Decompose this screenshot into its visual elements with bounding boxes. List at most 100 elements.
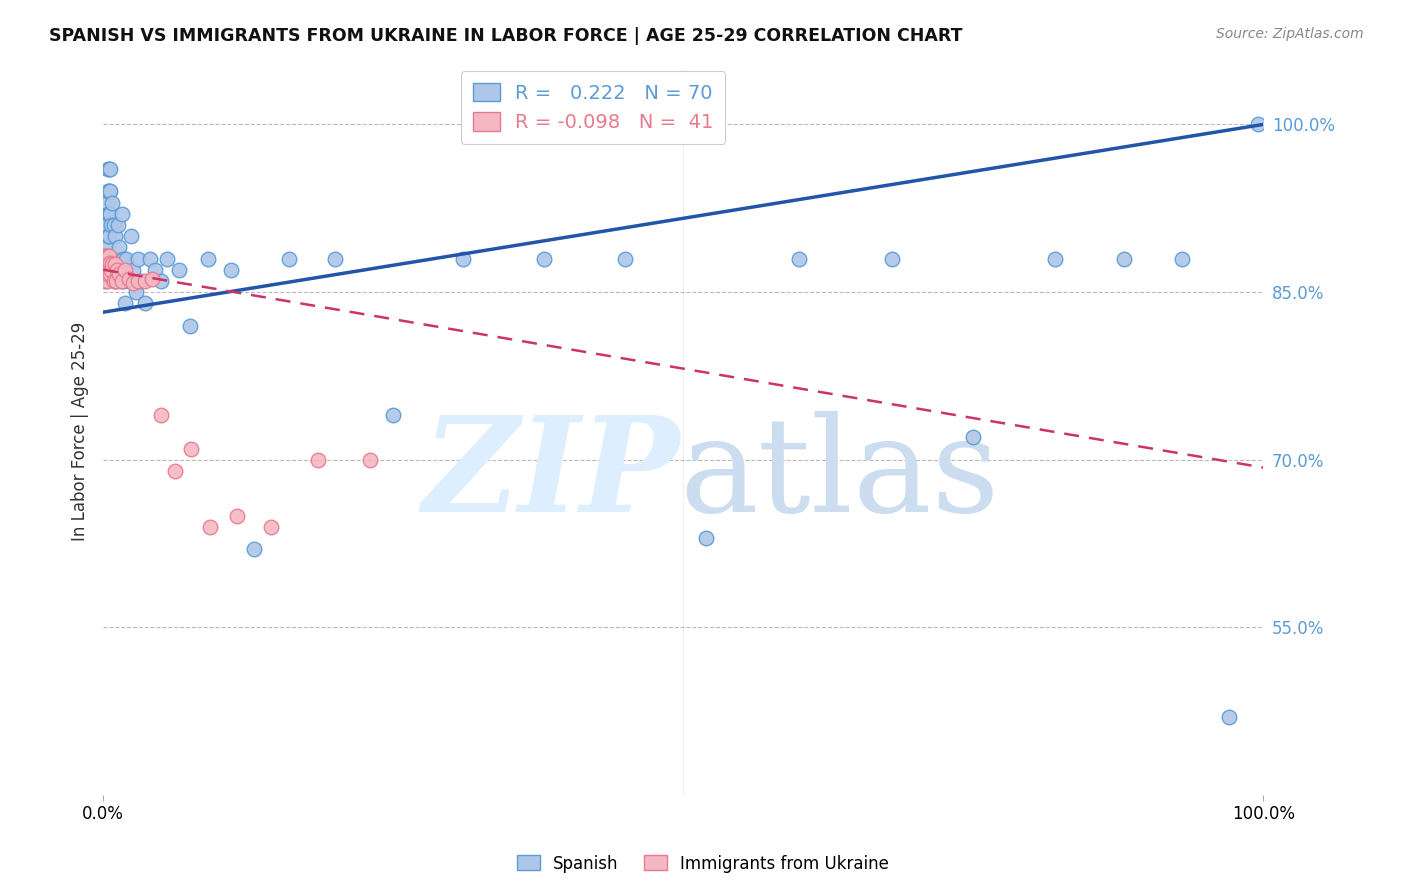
Point [359, 452, 381, 467]
Point [104, 257, 127, 271]
Point [323, 252, 346, 266]
Point [1171, 252, 1194, 266]
Point [533, 252, 555, 266]
Point [138, 252, 160, 266]
Legend: Spanish, Immigrants from Ukraine: Spanish, Immigrants from Ukraine [510, 848, 896, 880]
Point [111, 207, 134, 221]
Point [101, 257, 124, 271]
Point [962, 430, 984, 444]
Point [134, 274, 156, 288]
Point [165, 464, 187, 478]
Point [307, 452, 329, 467]
Point [94, 261, 117, 276]
Point [111, 252, 134, 266]
Point [97, 185, 120, 199]
Point [98, 162, 121, 177]
Point [277, 252, 299, 266]
Point [167, 262, 190, 277]
Point [150, 408, 173, 422]
Point [103, 274, 125, 288]
Point [96, 262, 118, 277]
Point [127, 252, 149, 266]
Point [382, 408, 405, 422]
Point [94, 262, 117, 277]
Text: Source: ZipAtlas.com: Source: ZipAtlas.com [1216, 27, 1364, 41]
Point [94, 267, 117, 281]
Point [98, 262, 121, 277]
Point [134, 296, 156, 310]
Point [225, 508, 247, 523]
Point [96, 262, 118, 277]
Point [1043, 252, 1066, 266]
Point [97, 252, 120, 266]
Point [122, 276, 145, 290]
Point [97, 207, 120, 221]
Point [180, 442, 202, 456]
Point [96, 218, 118, 232]
Point [695, 531, 717, 545]
Point [122, 262, 145, 277]
Text: ZIP: ZIP [422, 411, 679, 540]
Point [104, 274, 127, 288]
Point [96, 195, 118, 210]
Point [93, 256, 115, 270]
Point [97, 249, 120, 263]
Point [101, 252, 124, 266]
Point [98, 207, 121, 221]
Point [115, 252, 138, 266]
Point [108, 267, 131, 281]
Point [101, 195, 124, 210]
Point [94, 249, 117, 263]
Point [120, 229, 142, 244]
Point [111, 274, 134, 288]
Point [93, 262, 115, 277]
Point [100, 218, 122, 232]
Point [96, 249, 118, 263]
Point [1246, 117, 1268, 131]
Point [103, 262, 125, 277]
Point [114, 296, 136, 310]
Point [110, 274, 132, 288]
Point [103, 218, 125, 232]
Point [94, 256, 117, 270]
Point [96, 240, 118, 254]
Point [98, 256, 121, 270]
Text: atlas: atlas [679, 411, 1000, 540]
Point [97, 262, 120, 277]
Point [451, 252, 474, 266]
Point [131, 274, 153, 288]
Point [97, 162, 120, 177]
Point [97, 267, 120, 281]
Point [97, 185, 120, 199]
Point [219, 262, 242, 277]
Point [96, 268, 118, 283]
Y-axis label: In Labor Force | Age 25-29: In Labor Force | Age 25-29 [72, 322, 89, 541]
Point [97, 229, 120, 244]
Point [1218, 710, 1240, 724]
Point [150, 274, 173, 288]
Point [96, 256, 118, 270]
Point [97, 256, 120, 270]
Point [118, 271, 141, 285]
Point [98, 185, 121, 199]
Point [882, 252, 904, 266]
Point [156, 252, 179, 266]
Legend: R =   0.222   N = 70, R = -0.098   N =  41: R = 0.222 N = 70, R = -0.098 N = 41 [461, 71, 725, 144]
Point [94, 274, 117, 288]
Point [93, 249, 115, 263]
Point [104, 262, 127, 277]
Point [127, 274, 149, 288]
Point [105, 262, 128, 277]
Point [1114, 252, 1136, 266]
Point [97, 229, 120, 244]
Point [96, 274, 118, 288]
Point [104, 274, 127, 288]
Point [179, 318, 201, 333]
Point [107, 218, 129, 232]
Point [141, 271, 163, 285]
Point [108, 240, 131, 254]
Point [97, 162, 120, 177]
Point [97, 207, 120, 221]
Point [94, 252, 117, 266]
Point [787, 252, 810, 266]
